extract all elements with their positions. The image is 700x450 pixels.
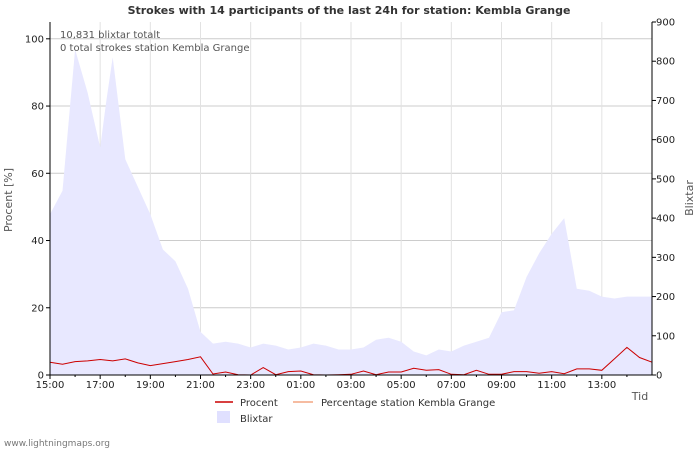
y-left-tick-label: 40 — [31, 236, 44, 247]
y-right-tick-label: 700 — [656, 96, 675, 107]
y-right-tick-label: 300 — [656, 253, 675, 264]
y-right-tick-label: 800 — [656, 57, 675, 68]
y-left-tick-label: 80 — [31, 102, 44, 113]
y-left-label: Procent [%] — [2, 168, 15, 232]
y-left-tick-label: 60 — [31, 169, 44, 180]
legend: Procent Percentage station Kembla Grange… — [215, 398, 495, 425]
x-tick-label: 05:00 — [387, 380, 416, 391]
annotation-station-strokes: 0 total strokes station Kembla Grange — [60, 43, 250, 54]
legend-blixtar-label: Blixtar — [240, 414, 273, 425]
x-tick-label: 07:00 — [437, 380, 466, 391]
x-tick-label: 19:00 — [136, 380, 165, 391]
legend-procent-label: Procent — [240, 398, 278, 409]
series-line-procent — [49, 346, 653, 376]
x-tick-label: 17:00 — [86, 380, 115, 391]
y-right-tick-label: 0 — [656, 371, 662, 382]
x-tick-label: 13:00 — [587, 380, 616, 391]
x-tick-label: 01:00 — [286, 380, 315, 391]
x-tick-label: 15:00 — [36, 380, 65, 391]
y-right-tick-label: 600 — [656, 135, 675, 146]
y-left-tick-label: 100 — [25, 34, 44, 45]
legend-blixtar-swatch — [217, 411, 230, 423]
y-left-tick-label: 20 — [31, 303, 44, 314]
y-right-tick-label: 900 — [656, 18, 675, 29]
x-ticks: 15:00 17:00 19:00 21:00 23:00 01:00 03:00 05:00… — [36, 375, 628, 391]
x-tick-label: 23:00 — [236, 380, 265, 391]
chart-title: Strokes with 14 participants of the last… — [128, 4, 571, 17]
x-tick-label: 11:00 — [537, 380, 566, 391]
y-right-ticks: 0 100 200 300 400 500 600 700 800 900 — [652, 18, 675, 382]
y-left-tick-label: 0 — [38, 371, 44, 382]
x-tick-label: 21:00 — [186, 380, 215, 391]
y-right-tick-label: 200 — [656, 292, 675, 303]
y-right-tick-label: 400 — [656, 214, 675, 225]
y-right-label: Blixtar — [683, 180, 696, 216]
y-right-tick-label: 500 — [656, 174, 675, 185]
annotation-total-strokes: 10,831 blixtar totalt — [60, 30, 160, 41]
x-axis-label: Tid — [631, 390, 648, 403]
x-tick-label: 09:00 — [487, 380, 516, 391]
series-area-blixtar — [50, 49, 652, 375]
legend-station-label: Percentage station Kembla Grange — [321, 398, 495, 409]
x-tick-label: 03:00 — [337, 380, 366, 391]
y-left-ticks: 0 20 40 60 80 100 — [25, 34, 50, 382]
y-right-tick-label: 100 — [656, 331, 675, 342]
site-credit: www.lightningmaps.org — [4, 439, 110, 449]
